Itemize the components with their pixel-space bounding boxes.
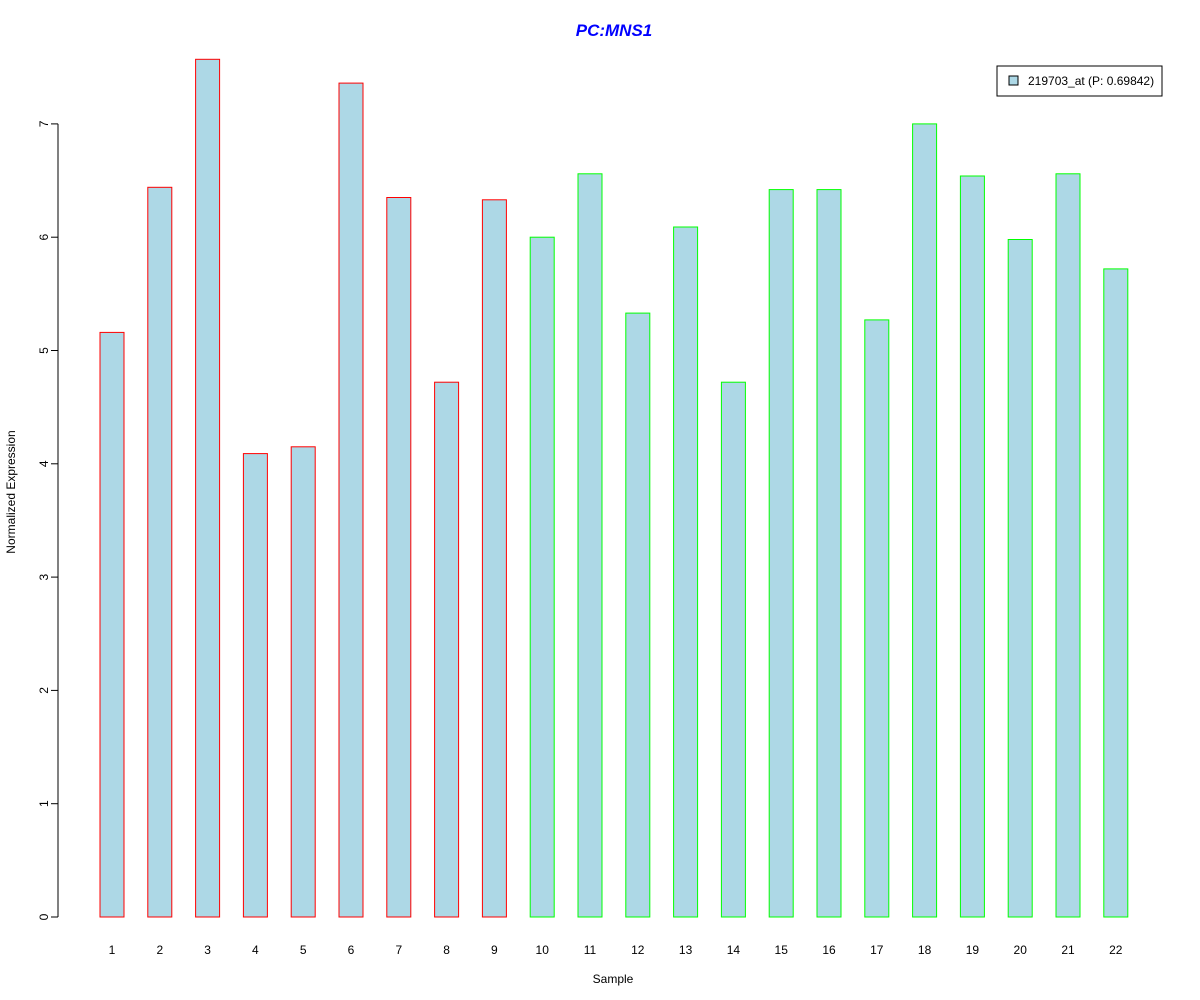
x-tick-label: 22: [1109, 943, 1123, 957]
bars-group: [99, 58, 1129, 918]
y-tick-label: 0: [37, 913, 51, 920]
x-tick-label: 21: [1061, 943, 1075, 957]
y-tick-label: 3: [37, 573, 51, 580]
x-axis-title: Sample: [593, 972, 634, 986]
x-tick-label: 4: [252, 943, 259, 957]
bar-sample-21: [1055, 173, 1081, 918]
x-tick-label: 10: [536, 943, 550, 957]
bar-sample-14: [720, 381, 746, 918]
x-tick-label: 7: [395, 943, 402, 957]
bar-sample-22: [1103, 268, 1129, 918]
y-tick-label: 2: [37, 687, 51, 694]
legend: 219703_at (P: 0.69842): [996, 65, 1163, 97]
x-tick-label: 12: [631, 943, 645, 957]
bar-sample-1: [99, 331, 125, 918]
bar-sample-13: [673, 226, 699, 918]
bar-sample-4: [242, 453, 268, 918]
bar-sample-7: [386, 197, 412, 918]
y-tick-label: 1: [37, 800, 51, 807]
x-tick-label: 11: [584, 943, 597, 957]
y-axis: 0 1 2 3 4 5 6 7: [37, 120, 59, 920]
bar-sample-18: [912, 123, 938, 918]
x-tick-label: 9: [491, 943, 498, 957]
legend-box: [996, 65, 1163, 97]
bar-sample-6: [338, 82, 364, 918]
y-tick-label: 5: [37, 347, 51, 354]
bar-sample-16: [816, 189, 842, 918]
bar-sample-17: [864, 319, 890, 918]
x-tick-label: 6: [348, 943, 355, 957]
x-tick-label: 20: [1014, 943, 1028, 957]
x-tick-label: 8: [443, 943, 450, 957]
x-tick-label: 18: [918, 943, 932, 957]
y-tick-label: 7: [37, 120, 51, 127]
bar-sample-10: [529, 236, 555, 918]
legend-swatch: [1008, 75, 1019, 86]
x-tick-label: 2: [156, 943, 163, 957]
bar-sample-8: [434, 381, 460, 918]
x-tick-label: 19: [966, 943, 980, 957]
y-tick-label: 6: [37, 234, 51, 241]
bar-sample-12: [625, 312, 651, 918]
bar-sample-5: [290, 446, 316, 918]
x-tick-label: 15: [775, 943, 789, 957]
x-tick-label: 14: [727, 943, 741, 957]
bar-sample-3: [195, 58, 221, 918]
y-tick-label: 4: [37, 460, 51, 467]
x-tick-label: 17: [870, 943, 884, 957]
bar-sample-2: [147, 186, 173, 918]
bar-sample-19: [959, 175, 985, 918]
x-tick-label: 3: [204, 943, 211, 957]
x-tick-label: 1: [109, 943, 116, 957]
x-tick-label: 5: [300, 943, 307, 957]
x-tick-label: 13: [679, 943, 693, 957]
y-axis-title: Normalized Expression: [4, 430, 18, 553]
bar-sample-15: [768, 189, 794, 918]
legend-label: 219703_at (P: 0.69842): [1028, 74, 1154, 88]
bar-sample-11: [577, 173, 603, 918]
bar-sample-9: [481, 199, 507, 918]
x-tick-labels: 1 2 3 4 5 6 7 8 9 10 11 12 13 14 15 16 17 18 19 20 21 22: [109, 943, 1123, 957]
x-tick-label: 16: [822, 943, 836, 957]
chart-title: PC:MNS1: [576, 21, 653, 40]
bar-sample-20: [1007, 239, 1033, 918]
